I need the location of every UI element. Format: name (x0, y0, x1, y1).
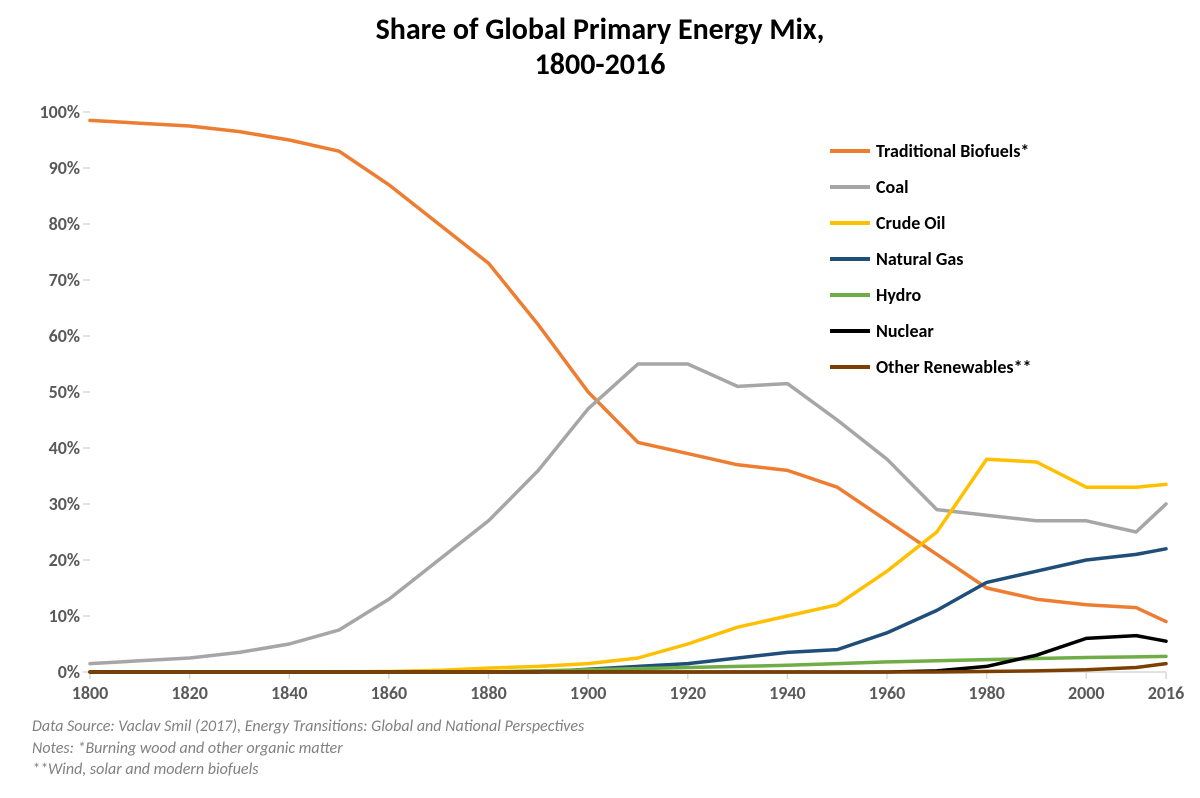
footnote-line: **Wind, solar and modern biofuels (32, 759, 584, 781)
plot-area (0, 0, 1200, 798)
legend-item: Coal (830, 171, 1032, 202)
footnotes: Data Source: Vaclav Smil (2017), Energy … (32, 716, 584, 781)
footnote-line: Notes: *Burning wood and other organic m… (32, 738, 584, 760)
legend-label: Natural Gas (876, 248, 963, 270)
legend-label: Hydro (876, 284, 921, 306)
series-line-coal (90, 364, 1166, 664)
legend-label: Traditional Biofuels* (876, 140, 1029, 162)
legend-item: Traditional Biofuels* (830, 135, 1032, 166)
legend-label: Coal (876, 176, 909, 198)
energy-mix-chart: Share of Global Primary Energy Mix,1800-… (0, 0, 1200, 798)
legend-swatch (830, 293, 870, 297)
legend-label: Nuclear (876, 320, 934, 342)
legend-swatch (830, 257, 870, 261)
legend-swatch (830, 365, 870, 369)
legend: Traditional Biofuels* Coal Crude Oil Natura… (830, 135, 1032, 387)
legend-item: Crude Oil (830, 207, 1032, 238)
legend-swatch (830, 185, 870, 189)
legend-label: Crude Oil (876, 212, 945, 234)
legend-item: Other Renewables** (830, 351, 1032, 382)
legend-swatch (830, 329, 870, 333)
series-line-crude-oil (90, 459, 1166, 672)
footnote-line: Data Source: Vaclav Smil (2017), Energy … (32, 716, 584, 738)
legend-item: Hydro (830, 279, 1032, 310)
legend-item: Natural Gas (830, 243, 1032, 274)
legend-label: Other Renewables** (876, 356, 1032, 378)
legend-swatch (830, 221, 870, 225)
legend-item: Nuclear (830, 315, 1032, 346)
series-line-natural-gas (90, 549, 1166, 672)
legend-swatch (830, 149, 870, 153)
